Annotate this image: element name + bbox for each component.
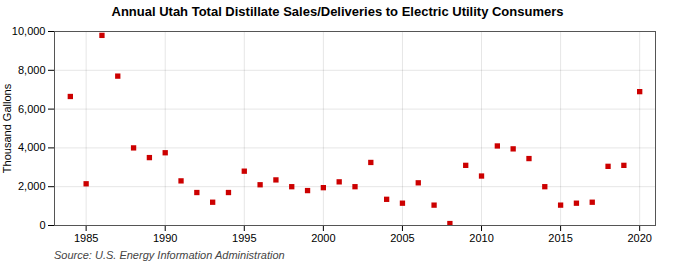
html-text:Annual Utah Total Distillate S: Annual Utah Total Distillate Sales/Deliv…: [111, 4, 564, 19]
svg-text:2015: 2015: [548, 232, 572, 244]
svg-text:1995: 1995: [232, 232, 256, 244]
svg-text:1990: 1990: [153, 232, 177, 244]
svg-text:6,000: 6,000: [18, 103, 46, 115]
svg-text:2010: 2010: [469, 232, 493, 244]
html-text:Source: U.S. Energy Informatio: Source: U.S. Energy Information Administ…: [54, 249, 285, 261]
svg-text:0: 0: [39, 219, 45, 231]
svg-text:4,000: 4,000: [18, 141, 46, 153]
svg-text:2000: 2000: [311, 232, 335, 244]
svg-text:2020: 2020: [627, 232, 651, 244]
svg-text:2,000: 2,000: [18, 180, 46, 192]
svg-text:1985: 1985: [74, 232, 98, 244]
svg-text:2005: 2005: [390, 232, 414, 244]
svg-text:10,000: 10,000: [12, 25, 46, 37]
svg-text:8,000: 8,000: [18, 64, 46, 76]
svg-text:Thousand Gallons: Thousand Gallons: [1, 83, 13, 173]
